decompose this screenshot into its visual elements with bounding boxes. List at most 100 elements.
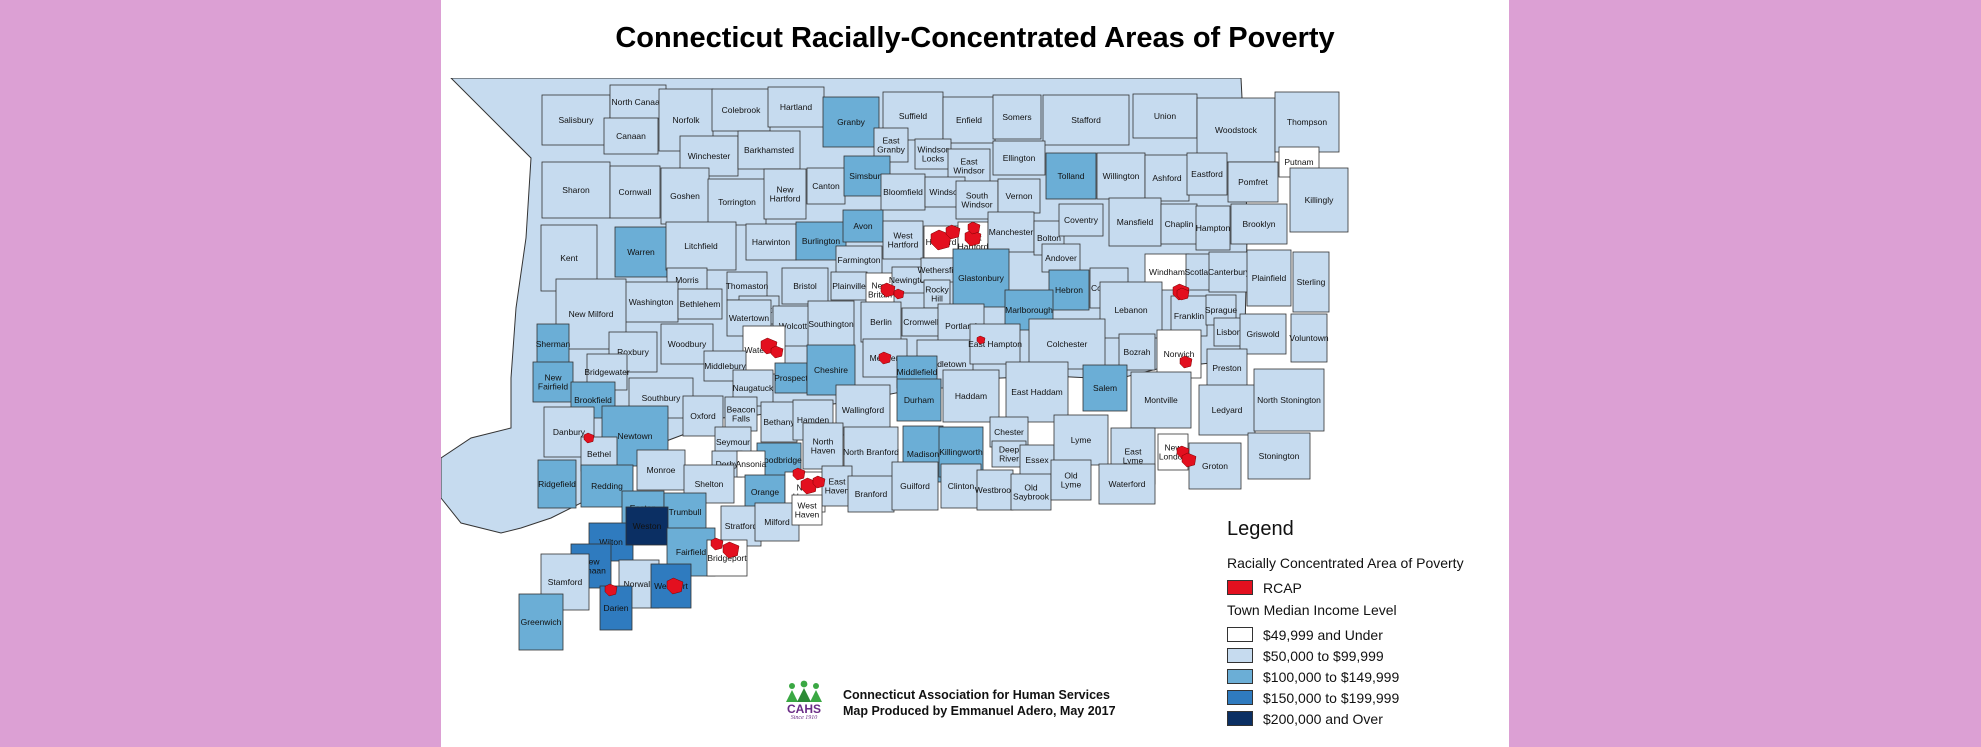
town-label: Union <box>1154 111 1176 121</box>
town-label: Plainfield <box>1252 273 1287 283</box>
town-branford <box>847 475 895 513</box>
town-label: Old Lyme <box>1061 471 1082 490</box>
town-hartland <box>767 86 825 128</box>
town-label: Wethersfield <box>917 265 964 275</box>
town-haddam <box>942 369 1000 423</box>
town-label: East Hampton <box>968 339 1022 349</box>
town-montville <box>1130 371 1192 429</box>
town-new-hartford <box>763 168 807 220</box>
logo-tagline: Since 1910 <box>790 715 818 721</box>
town-label: Mansfield <box>1117 217 1154 227</box>
town-label: Granby <box>837 117 866 127</box>
town-label: Bethel <box>587 449 611 459</box>
town-bozrah <box>1118 333 1156 371</box>
town-rocky-hill <box>923 279 951 309</box>
rcap-area <box>893 288 905 300</box>
town-label: Haddam <box>955 391 987 401</box>
town-middlebury <box>703 350 747 382</box>
town-label: East Windsor <box>953 157 984 176</box>
town-label: Salisbury <box>559 115 595 125</box>
town-label: Colchester <box>1047 339 1088 349</box>
credit-lines: Connecticut Association for Human Servic… <box>843 687 1116 719</box>
town-beacon-falls <box>724 396 758 432</box>
town-label: Bridgeport <box>707 553 747 563</box>
cahs-logo: CAHS Since 1910 <box>777 680 831 726</box>
town-label: Brookfield <box>574 395 612 405</box>
town-label: Sterling <box>1297 277 1326 287</box>
legend-item-label: $100,000 to $149,999 <box>1263 668 1400 685</box>
town-label: Windham <box>1149 267 1185 277</box>
credit: CAHS Since 1910 Connecticut Association … <box>777 680 1116 726</box>
town-somers <box>992 94 1042 140</box>
town-label: Berlin <box>870 317 892 327</box>
town-label: Watertown <box>729 313 770 323</box>
town-stonington <box>1247 432 1311 480</box>
town-label: Hartland <box>780 102 812 112</box>
legend-swatch <box>1227 711 1253 726</box>
town-monroe <box>636 449 686 491</box>
town-label: Newington <box>889 275 929 285</box>
legend-item-level: $200,000 and Over <box>1227 708 1507 729</box>
town-label: Windsor Locks <box>917 145 948 164</box>
rcap-area <box>1181 452 1197 468</box>
town-label: Norfolk <box>673 115 701 125</box>
town-label: Killingworth <box>939 447 983 457</box>
town-canterbury <box>1208 251 1250 293</box>
town-label: Sharon <box>562 185 590 195</box>
legend-levels: $49,999 and Under $50,000 to $99,999 $100,… <box>1227 624 1507 729</box>
rcap-area <box>583 432 595 444</box>
town-trumbull <box>663 492 707 532</box>
rcap-area <box>722 541 740 559</box>
legend-swatch <box>1227 627 1253 642</box>
town-bristol <box>781 267 829 305</box>
town-label: Preston <box>1212 363 1242 373</box>
legend-item-label: $50,000 to $99,999 <box>1263 647 1384 664</box>
town-label: Danbury <box>553 427 586 437</box>
town-label: Somers <box>1002 112 1031 122</box>
town-label: New Canaan <box>576 557 606 576</box>
town-label: Pomfret <box>1238 177 1268 187</box>
town-label: Ridgefield <box>538 479 576 489</box>
town-willington <box>1096 152 1146 200</box>
legend-swatch <box>1227 669 1253 684</box>
town-durham <box>896 378 942 422</box>
town-killingly <box>1289 167 1349 233</box>
town-label: Stafford <box>1071 115 1101 125</box>
town-label: Lisbon <box>1216 327 1241 337</box>
town-label: Monroe <box>647 465 676 475</box>
town-label: Newtown <box>618 431 653 441</box>
town-new-fairfield <box>532 361 574 403</box>
town-label: Hampton <box>1196 223 1231 233</box>
rcap-heading: Racially Concentrated Area of Poverty <box>1227 555 1464 571</box>
credit-line-2: Map Produced by Emmanuel Adero, May 2017 <box>843 704 1116 718</box>
rcap-area <box>945 224 961 240</box>
map-title: Connecticut Racially-Concentrated Areas … <box>615 22 1335 54</box>
town-label: New London <box>1159 443 1188 462</box>
credit-line-1: Connecticut Association for Human Servic… <box>843 688 1110 702</box>
town-label: Norwalk <box>624 579 655 589</box>
rcap-area <box>1176 287 1190 301</box>
town-label: Washington <box>629 297 674 307</box>
town-north-haven <box>802 422 844 470</box>
town-label: Stonington <box>1259 451 1300 461</box>
town-lyme <box>1053 414 1109 466</box>
legend-item-label: $49,999 and Under <box>1263 626 1383 643</box>
town-label: Ellington <box>1003 153 1036 163</box>
town-bethany <box>760 401 798 443</box>
town-label: Woodbridge <box>756 455 802 465</box>
town-label: Darien <box>603 603 628 613</box>
town-label: Wolcott <box>779 321 808 331</box>
town-label: Weston <box>633 521 662 531</box>
town-label: Naugatuck <box>733 383 774 393</box>
town-label: West Haven <box>795 501 820 520</box>
town-west-haven <box>791 494 823 526</box>
town-label: Middlebury <box>704 361 746 371</box>
town-label: Rocky Hill <box>925 285 949 304</box>
town-chaplin <box>1160 203 1198 245</box>
town-label: Trumbull <box>669 507 702 517</box>
town-label: North Stonington <box>1257 395 1321 405</box>
town-label: Orange <box>751 487 780 497</box>
town-barkhamsted <box>737 130 801 170</box>
town-east-hampton <box>969 323 1021 365</box>
town-coventry <box>1058 203 1104 237</box>
